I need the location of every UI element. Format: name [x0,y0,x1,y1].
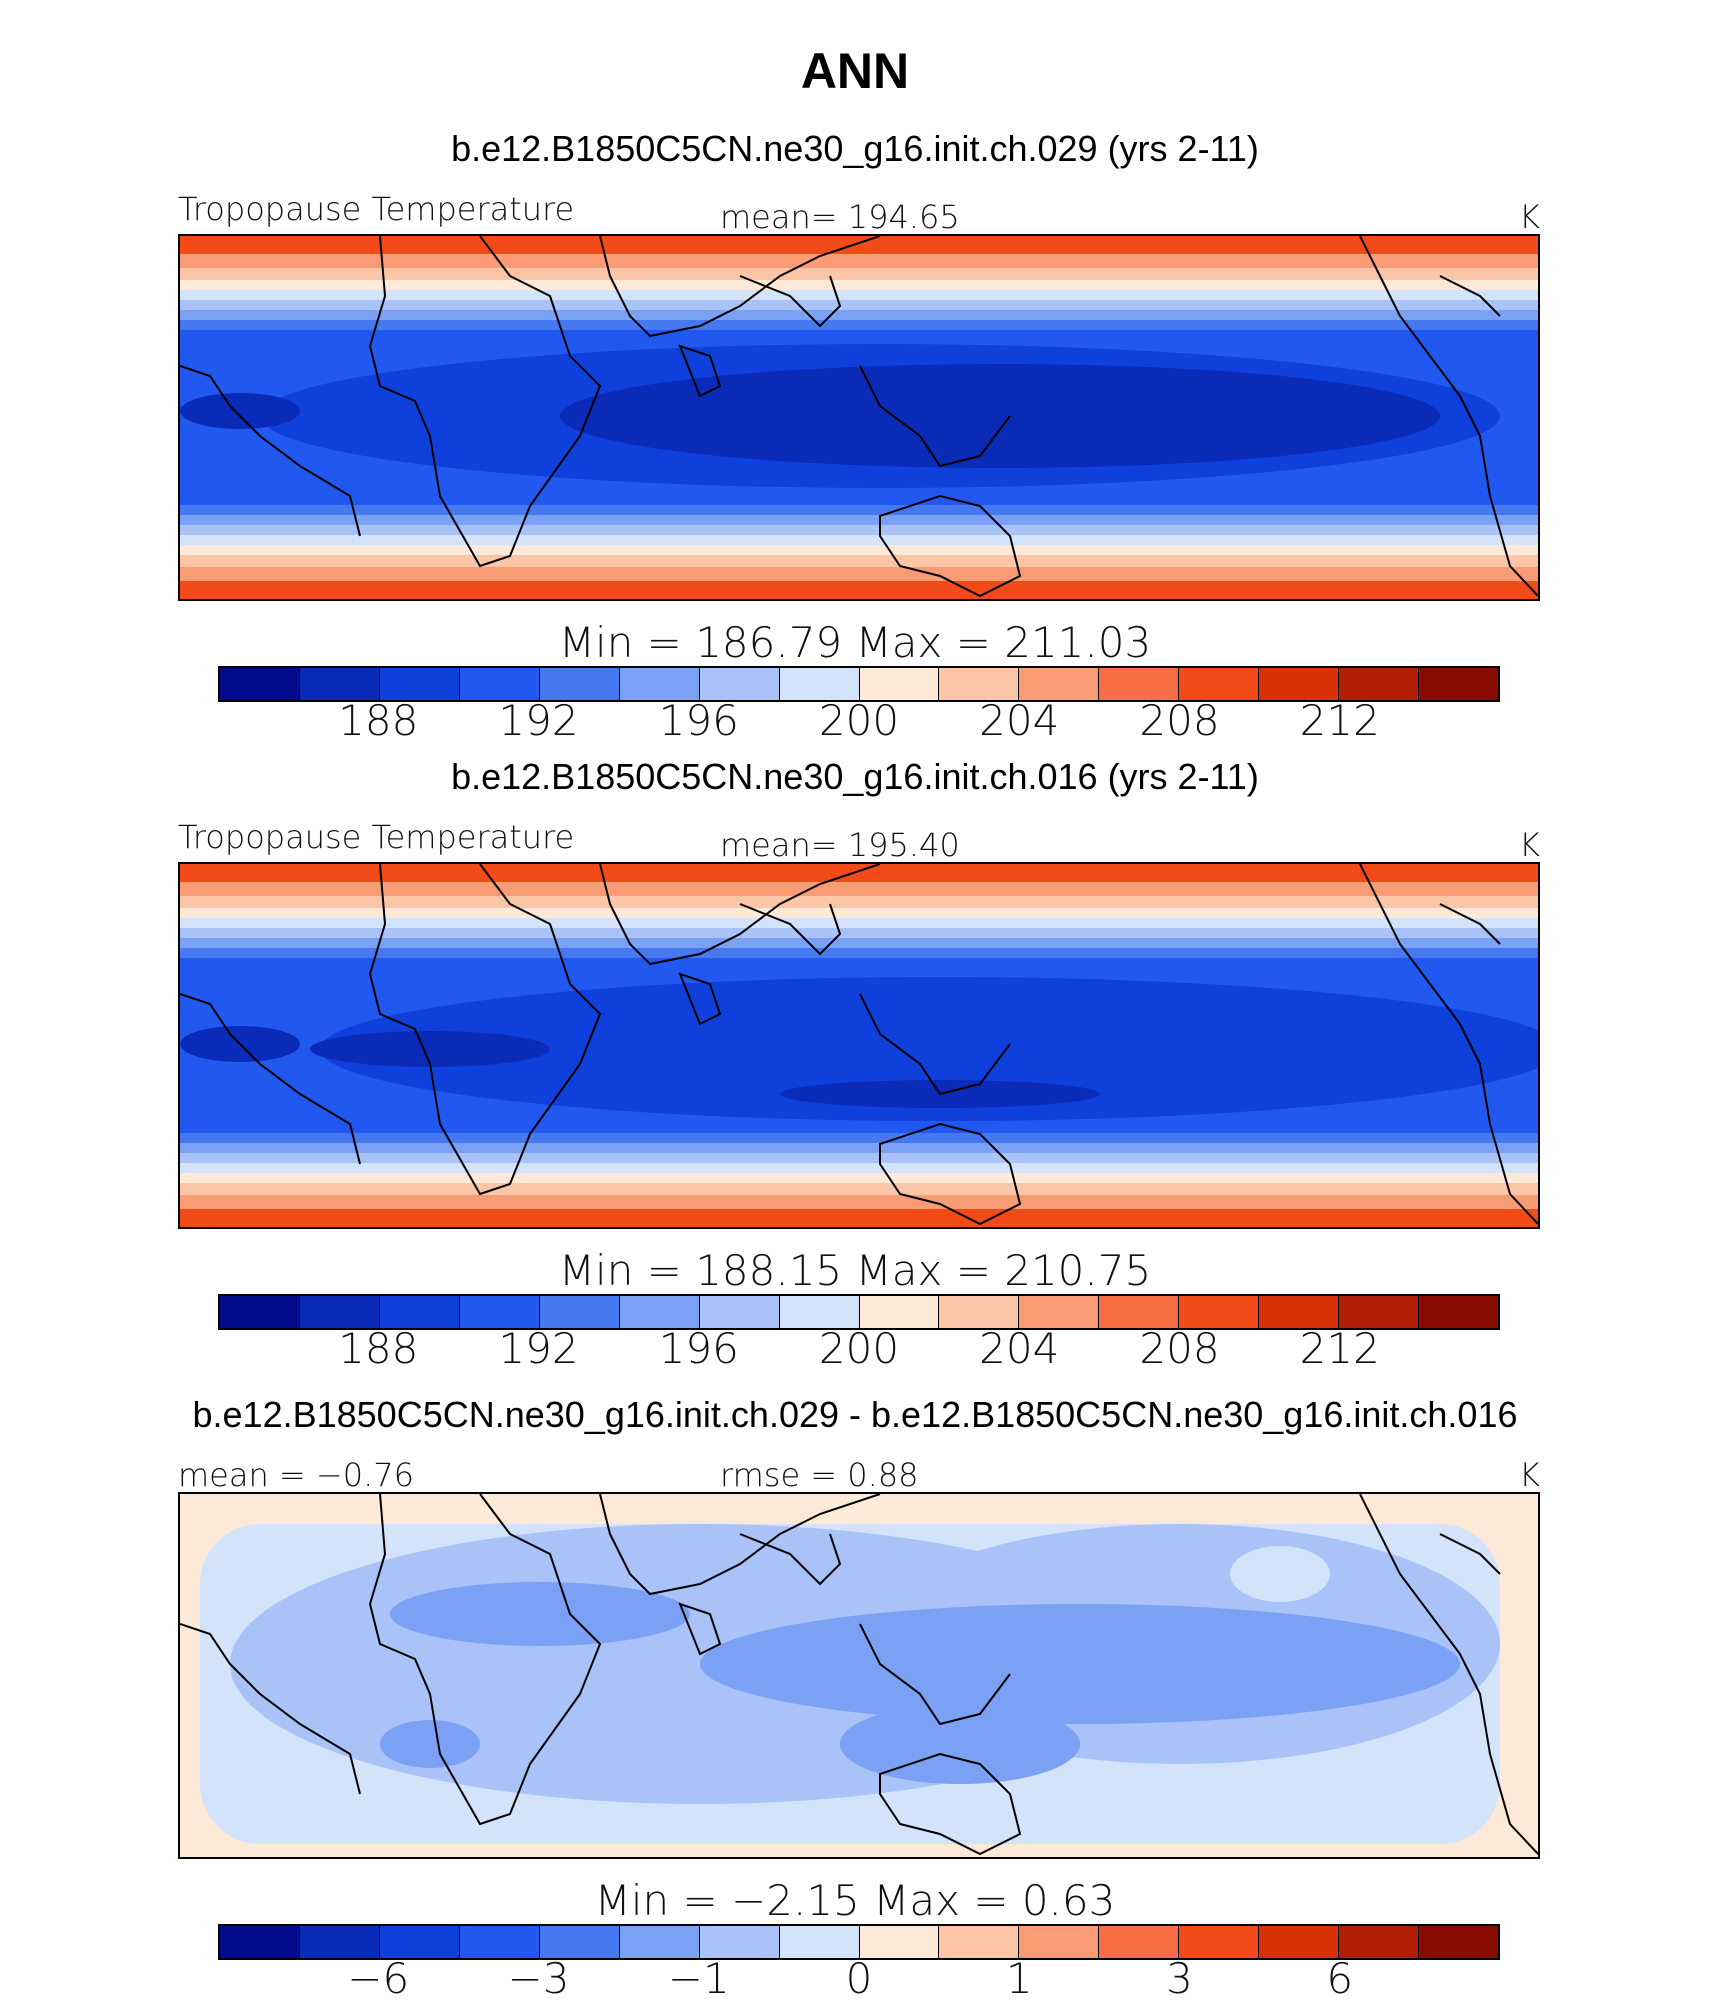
panel3-unit-label: K [1519,1456,1540,1494]
colorbar-box [859,1926,940,1958]
colorbar-box [459,1296,540,1328]
panel2-mean-label: mean= 195.40 [720,826,960,864]
colorbar-box [1019,668,1100,700]
colorbar-box [779,1296,860,1328]
colorbar-box [1099,1926,1180,1958]
colorbar-box [1179,1926,1260,1958]
colorbar-tick-label: 208 [1139,1324,1220,1373]
panel2-map [178,862,1540,1229]
colorbar-tick-label: −6 [347,1954,410,2003]
colorbar-box [220,1926,300,1958]
panel1-map [178,234,1540,601]
colorbar-tick-label: 200 [818,696,900,745]
panel2-colorbar [218,1294,1500,1330]
colorbar-tick-label: 212 [1299,1324,1380,1373]
colorbar-box [1179,1296,1260,1328]
panel3-rmse-label: rmse = 0.88 [720,1456,919,1494]
colorbar-tick-label: 3 [1166,1954,1193,2003]
colorbar-box [220,668,300,700]
panel1-mean-label: mean= 194.65 [720,198,960,236]
colorbar-box [1419,668,1498,700]
colorbar-tick-label: 192 [498,696,579,745]
colorbar-box [1339,668,1420,700]
colorbar-box [299,1296,380,1328]
colorbar-box [619,1926,700,1958]
colorbar-box [779,1926,860,1958]
colorbar-box [379,668,460,700]
colorbar-tick-label: 204 [979,1324,1060,1373]
colorbar-box [299,1926,380,1958]
colorbar-box [859,1296,940,1328]
panel1-minmax-label: Min = 186.79 Max = 211.03 [558,618,1152,667]
colorbar-tick-label: 196 [658,1324,739,1373]
colorbar-tick-label: 200 [818,1324,900,1373]
colorbar-tick-label: 0 [845,1954,873,2003]
panel3-mean-label: mean = −0.76 [178,1456,414,1494]
colorbar-box [699,668,780,700]
colorbar-box [1259,668,1340,700]
colorbar-box [539,1926,620,1958]
colorbar-box [859,668,940,700]
figure-title: ANN [800,43,910,99]
colorbar-tick-label: 188 [338,1324,419,1373]
colorbar-box [539,1296,620,1328]
colorbar-box [779,668,860,700]
colorbar-box [1339,1926,1420,1958]
panel3-map [178,1492,1540,1859]
colorbar-box [939,1926,1020,1958]
panel2-minmax-label: Min = 188.15 Max = 210.75 [558,1246,1152,1295]
colorbar-box [379,1296,460,1328]
panel1-unit-label: K [1519,198,1540,236]
colorbar-tick-label: 188 [338,696,419,745]
colorbar-box [1099,668,1180,700]
colorbar-box [619,668,700,700]
colorbar-box [1419,1296,1498,1328]
panel1-contour-field [180,236,1538,599]
colorbar-box [539,668,620,700]
colorbar-tick-label: 1 [1005,1954,1033,2003]
colorbar-box [1259,1296,1340,1328]
colorbar-box [220,1296,300,1328]
colorbar-box [619,1296,700,1328]
colorbar-box [299,668,380,700]
colorbar-box [699,1926,780,1958]
panel3-case-title: b.e12.B1850C5CN.ne30_g16.init.ch.029 - b… [192,1394,1518,1435]
colorbar-tick-label: −1 [667,1954,730,2003]
colorbar-box [939,668,1020,700]
colorbar-box [379,1926,460,1958]
panel3-colorbar-ticks: −6 −3 −1 0 1 3 6 [218,1954,1500,2004]
panel1-case-title: b.e12.B1850C5CN.ne30_g16.init.ch.029 (yr… [451,128,1259,169]
panel3-contour-field [180,1494,1538,1857]
panel2-contour-field [180,864,1538,1227]
panel1-variable-label: Tropopause Temperature [178,190,575,228]
colorbar-tick-label: 192 [498,1324,579,1373]
colorbar-box [1419,1926,1498,1958]
colorbar-tick-label: 212 [1299,696,1380,745]
colorbar-tick-label: 6 [1326,1954,1354,2003]
panel3-colorbar [218,1924,1500,1960]
colorbar-tick-label: 204 [979,696,1060,745]
colorbar-box [459,668,540,700]
colorbar-box [1099,1296,1180,1328]
colorbar-box [1179,668,1260,700]
panel2-case-title: b.e12.B1850C5CN.ne30_g16.init.ch.016 (yr… [451,756,1259,797]
colorbar-box [1019,1296,1100,1328]
colorbar-tick-label: 208 [1139,696,1220,745]
colorbar-tick-label: 196 [658,696,739,745]
panel1-colorbar-ticks: 188 192 196 200 204 208 212 [218,696,1500,746]
colorbar-box [1019,1926,1100,1958]
panel3-minmax-label: Min = −2.15 Max = 0.63 [594,1876,1116,1925]
colorbar-box [1339,1296,1420,1328]
panel2-colorbar-ticks: 188 192 196 200 204 208 212 [218,1324,1500,1374]
colorbar-box [699,1296,780,1328]
panel2-unit-label: K [1519,826,1540,864]
colorbar-box [459,1926,540,1958]
colorbar-tick-label: −3 [507,1954,570,2003]
colorbar-box [1259,1926,1340,1958]
colorbar-box [939,1296,1020,1328]
panel1-colorbar [218,666,1500,702]
panel2-variable-label: Tropopause Temperature [178,818,575,856]
